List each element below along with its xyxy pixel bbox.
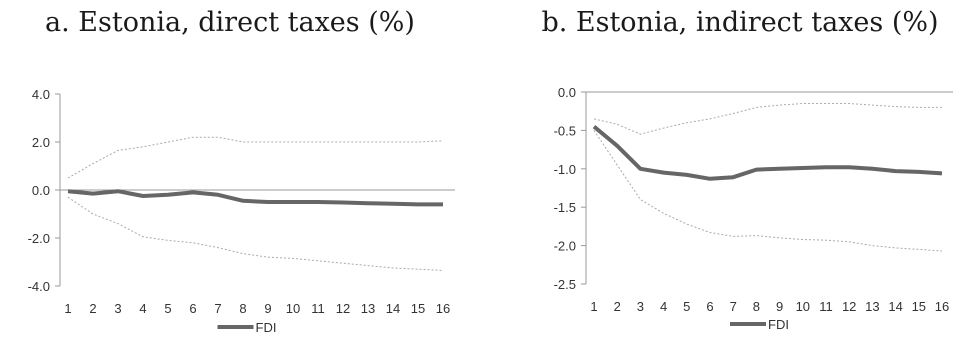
chart-a-x-tick-label: 2 bbox=[89, 301, 96, 316]
chart-a-series-lower-line bbox=[67, 196, 444, 271]
chart-b-x-tick-label: 4 bbox=[660, 299, 667, 314]
chart-b-series-main-line bbox=[592, 125, 943, 181]
chart-b-x-tick-label: 9 bbox=[776, 299, 783, 314]
chart-b-title: b. Estonia, indirect taxes (%) bbox=[541, 7, 939, 38]
chart-b-x-tick-label: 5 bbox=[683, 299, 690, 314]
chart-b-legend-label: FDI bbox=[768, 317, 789, 332]
chart-a-series-upper-line bbox=[67, 136, 444, 179]
chart-a-x-tick-label: 4 bbox=[139, 301, 146, 316]
chart-a-x-tick-label: 7 bbox=[214, 301, 221, 316]
chart-b-x-tick-label: 13 bbox=[865, 299, 879, 314]
chart-a-y-tick-label: 0.0 bbox=[32, 183, 50, 198]
chart-b-x-tick-label: 7 bbox=[730, 299, 737, 314]
chart-a-x-tick-label: 6 bbox=[189, 301, 196, 316]
chart-b-series-upper-line bbox=[593, 103, 942, 135]
chart-b-x-tick-label: 16 bbox=[935, 299, 949, 314]
chart-a-x-tick-label: 3 bbox=[114, 301, 121, 316]
chart-b-y-tick-label: 0.0 bbox=[558, 85, 576, 100]
chart-a-x-tick-label: 16 bbox=[436, 301, 450, 316]
chart-a-legend-label: FDI bbox=[256, 320, 277, 335]
chart-a-x-tick-label: 9 bbox=[264, 301, 271, 316]
chart-b-y-tick-label: -2.0 bbox=[554, 239, 576, 254]
chart-b-y-tick-label: -0.5 bbox=[554, 123, 576, 138]
chart-b-x-tick-label: 14 bbox=[888, 299, 902, 314]
chart-b-y-tick-label: -1.0 bbox=[554, 162, 576, 177]
chart-b-x-tick-label: 12 bbox=[842, 299, 856, 314]
chart-a-x-tick-label: 10 bbox=[286, 301, 300, 316]
chart-b-y-tick-label: -2.5 bbox=[554, 277, 576, 292]
chart-a-y-tick-label: 2.0 bbox=[32, 135, 50, 150]
chart-b-x-tick-label: 3 bbox=[637, 299, 644, 314]
chart-a-x-tick-label: 15 bbox=[411, 301, 425, 316]
chart-b-x-tick-label: 11 bbox=[819, 299, 833, 314]
chart-b-y-tick-label: -1.5 bbox=[554, 200, 576, 215]
chart-a-title: a. Estonia, direct taxes (%) bbox=[45, 7, 415, 38]
chart-b-x-tick-label: 8 bbox=[753, 299, 760, 314]
chart-a-x-tick-label: 12 bbox=[336, 301, 350, 316]
chart-b-series-lower-line bbox=[593, 130, 943, 252]
chart-b-x-tick-label: 1 bbox=[590, 299, 597, 314]
chart-a-x-tick-label: 11 bbox=[311, 301, 325, 316]
chart-b-x-tick-label: 2 bbox=[614, 299, 621, 314]
chart-b-x-tick-label: 6 bbox=[706, 299, 713, 314]
chart-b-x-tick-label: 10 bbox=[796, 299, 810, 314]
chart-a-x-tick-label: 13 bbox=[361, 301, 375, 316]
chart-a-x-tick-label: 8 bbox=[239, 301, 246, 316]
chart-a-series-main-line bbox=[67, 189, 443, 207]
chart-a-x-tick-label: 5 bbox=[164, 301, 171, 316]
chart-a-y-tick-label: -2.0 bbox=[28, 231, 50, 246]
chart-a-x-tick-label: 1 bbox=[64, 301, 71, 316]
chart-a-y-tick-label: 4.0 bbox=[32, 87, 50, 102]
chart-a-y-tick-label: -4.0 bbox=[28, 279, 50, 294]
chart-a-x-tick-label: 14 bbox=[386, 301, 400, 316]
chart-b-x-tick-label: 15 bbox=[912, 299, 926, 314]
